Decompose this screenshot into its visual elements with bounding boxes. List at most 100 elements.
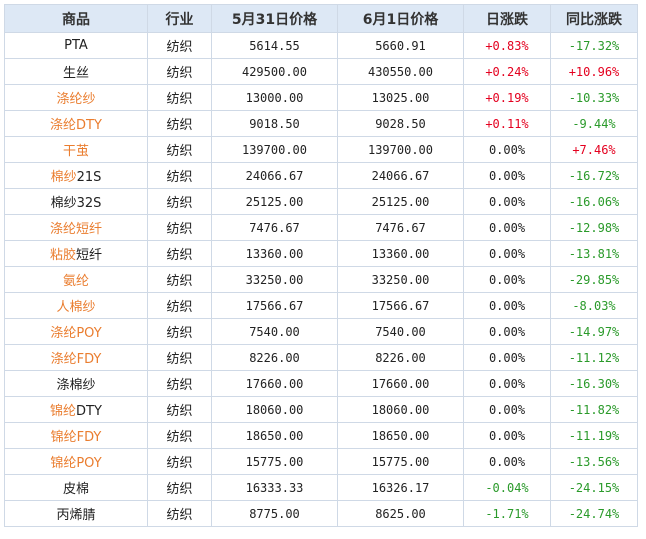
daily-change-cell: -1.71% [463, 500, 551, 527]
yoy-change-cell: -11.12% [550, 344, 638, 371]
price-jun1-cell: 7476.67 [337, 214, 464, 241]
price-jun1-cell: 25125.00 [337, 188, 464, 215]
commodity-link[interactable]: 锦纶FDY [50, 430, 102, 445]
table-row: 棉纱21S 纺织 24066.67 24066.67 0.00% -16.72% [4, 162, 638, 189]
daily-change-cell: 0.00% [463, 266, 551, 293]
price-jun1-cell: 24066.67 [337, 162, 464, 189]
commodity-name-cell: 锦纶DTY [4, 396, 148, 423]
price-jun1-cell: 18650.00 [337, 422, 464, 449]
commodity-link[interactable]: 氨纶 [62, 274, 89, 289]
yoy-change-cell: +10.96% [550, 58, 638, 85]
commodity-name: 21S [76, 170, 102, 185]
commodity-link[interactable]: 涤纶DTY [50, 118, 102, 133]
commodity-name: 短纤 [76, 248, 103, 263]
industry-cell: 纺织 [147, 500, 212, 527]
price-may31-cell: 5614.55 [211, 32, 338, 59]
commodity-name-cell: 涤棉纱 [4, 370, 148, 397]
industry-cell: 纺织 [147, 448, 212, 475]
table-row: 锦纶POY 纺织 15775.00 15775.00 0.00% -13.56% [4, 448, 638, 475]
commodity-name: 生丝 [62, 66, 89, 81]
industry-cell: 纺织 [147, 292, 212, 319]
industry-cell: 纺织 [147, 32, 212, 59]
price-may31-cell: 7476.67 [211, 214, 338, 241]
daily-change-cell: 0.00% [463, 214, 551, 241]
daily-change-cell: +0.11% [463, 110, 551, 137]
price-may31-cell: 16333.33 [211, 474, 338, 501]
table-row: 锦纶FDY 纺织 18650.00 18650.00 0.00% -11.19% [4, 422, 638, 449]
table-row: 干茧 纺织 139700.00 139700.00 0.00% +7.46% [4, 136, 638, 163]
commodity-link[interactable]: 涤纶POY [50, 326, 102, 341]
price-may31-cell: 24066.67 [211, 162, 338, 189]
commodity-link[interactable]: 人棉纱 [56, 300, 96, 315]
daily-change-cell: 0.00% [463, 396, 551, 423]
daily-change-cell: 0.00% [463, 292, 551, 319]
commodity-name: 丙烯腈 [56, 508, 96, 523]
yoy-change-cell: -17.32% [550, 32, 638, 59]
commodity-name-cell: 涤纶POY [4, 318, 148, 345]
table-row: 丙烯腈 纺织 8775.00 8625.00 -1.71% -24.74% [4, 500, 638, 527]
yoy-change-cell: -14.97% [550, 318, 638, 345]
header-price-jun1: 6月1日价格 [337, 4, 464, 33]
industry-cell: 纺织 [147, 240, 212, 267]
daily-change-cell: 0.00% [463, 240, 551, 267]
commodity-link[interactable]: 棉纱 [50, 170, 77, 185]
table-row: 氨纶 纺织 33250.00 33250.00 0.00% -29.85% [4, 266, 638, 293]
price-may31-cell: 25125.00 [211, 188, 338, 215]
commodity-name-cell: 涤纶纱 [4, 84, 148, 111]
commodity-link[interactable]: 涤纶纱 [56, 92, 96, 107]
commodity-name-cell: 锦纶POY [4, 448, 148, 475]
industry-cell: 纺织 [147, 370, 212, 397]
commodity-link[interactable]: 涤纶短纤 [49, 222, 102, 237]
price-may31-cell: 13360.00 [211, 240, 338, 267]
yoy-change-cell: -13.81% [550, 240, 638, 267]
yoy-change-cell: -16.30% [550, 370, 638, 397]
price-jun1-cell: 16326.17 [337, 474, 464, 501]
commodity-name-cell: 涤纶FDY [4, 344, 148, 371]
daily-change-cell: +0.83% [463, 32, 551, 59]
commodity-name: DTY [76, 404, 102, 419]
industry-cell: 纺织 [147, 188, 212, 215]
commodity-link[interactable]: 干茧 [62, 144, 89, 159]
yoy-change-cell: -9.44% [550, 110, 638, 137]
commodity-name-cell: 氨纶 [4, 266, 148, 293]
commodity-name-cell: 皮棉 [4, 474, 148, 501]
price-may31-cell: 17566.67 [211, 292, 338, 319]
price-may31-cell: 18650.00 [211, 422, 338, 449]
commodity-name-cell: 生丝 [4, 58, 148, 85]
daily-change-cell: 0.00% [463, 136, 551, 163]
commodity-name-cell: 涤纶DTY [4, 110, 148, 137]
industry-cell: 纺织 [147, 344, 212, 371]
commodity-link[interactable]: 涤纶FDY [50, 352, 102, 367]
header-yoy-change: 同比涨跌 [550, 4, 638, 33]
price-jun1-cell: 139700.00 [337, 136, 464, 163]
commodity-name-cell: 涤纶短纤 [4, 214, 148, 241]
industry-cell: 纺织 [147, 214, 212, 241]
yoy-change-cell: +7.46% [550, 136, 638, 163]
commodity-name-cell: 棉纱21S [4, 162, 148, 189]
price-jun1-cell: 5660.91 [337, 32, 464, 59]
table-row: 涤纶纱 纺织 13000.00 13025.00 +0.19% -10.33% [4, 84, 638, 111]
daily-change-cell: 0.00% [463, 448, 551, 475]
yoy-change-cell: -16.06% [550, 188, 638, 215]
price-jun1-cell: 17566.67 [337, 292, 464, 319]
price-jun1-cell: 18060.00 [337, 396, 464, 423]
price-may31-cell: 17660.00 [211, 370, 338, 397]
daily-change-cell: -0.04% [463, 474, 551, 501]
price-may31-cell: 9018.50 [211, 110, 338, 137]
commodity-link[interactable]: 锦纶POY [50, 456, 102, 471]
commodity-name-cell: 人棉纱 [4, 292, 148, 319]
price-may31-cell: 18060.00 [211, 396, 338, 423]
header-industry: 行业 [147, 4, 212, 33]
price-may31-cell: 139700.00 [211, 136, 338, 163]
yoy-change-cell: -16.72% [550, 162, 638, 189]
daily-change-cell: 0.00% [463, 370, 551, 397]
table-row: 棉纱32S 纺织 25125.00 25125.00 0.00% -16.06% [4, 188, 638, 215]
daily-change-cell: 0.00% [463, 318, 551, 345]
table-row: 涤纶短纤 纺织 7476.67 7476.67 0.00% -12.98% [4, 214, 638, 241]
price-jun1-cell: 17660.00 [337, 370, 464, 397]
commodity-link[interactable]: 粘胶 [49, 248, 76, 263]
commodity-name-cell: PTA [4, 32, 148, 59]
industry-cell: 纺织 [147, 474, 212, 501]
commodity-link[interactable]: 锦纶 [50, 404, 77, 419]
yoy-change-cell: -12.98% [550, 214, 638, 241]
